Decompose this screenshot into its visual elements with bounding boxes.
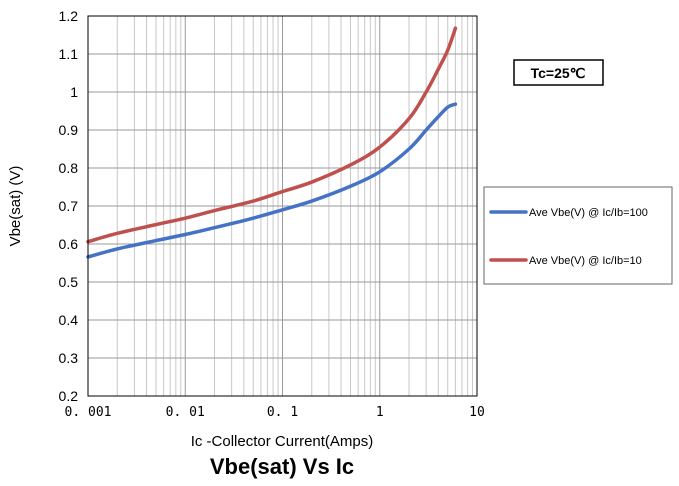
legend-label-series-1: Ave Vbe(V) @ Ic/Ib=100 [529,207,648,219]
x-tick-label: 0. 01 [166,405,205,420]
y-tick-label: 0.7 [59,198,79,214]
x-axis-label: Ic -Collector Current(Amps) [191,433,374,450]
y-tick-label: 0.9 [59,122,79,138]
x-tick-label: 0. 001 [65,405,112,420]
legend: Ave Vbe(V) @ Ic/Ib=100 Ave Vbe(V) @ Ic/I… [483,186,673,285]
series-lines [86,26,458,259]
y-tick-label: 0.4 [59,312,79,328]
annotation-box: Tc=25℃ [513,59,604,86]
y-tick-label: 1 [70,84,78,100]
y-tick-label: 0.8 [59,160,79,176]
y-tick-label: 1.1 [59,46,79,62]
y-axis-label: Vbe(sat) (V) [7,166,24,247]
x-tick-label: 10 [469,405,485,420]
grid [87,15,477,397]
annotation-text: Tc=25℃ [531,65,586,81]
y-tick-label: 0.2 [59,388,79,404]
x-tick-label: 0. 1 [267,405,298,420]
chart-title: Vbe(sat) Vs Ic [210,454,354,479]
y-tick-label: 0.6 [59,236,79,252]
y-tick-label: 0.5 [59,274,79,290]
series-line-2 [86,26,458,244]
x-tick-label: 1 [376,405,384,420]
series-line-1 [86,102,458,259]
legend-label-series-2: Ave Vbe(V) @ Ic/Ib=10 [529,255,642,267]
y-tick-labels: 0.2 0.3 0.4 0.5 0.6 0.7 0.8 0.9 1 1.1 1.2 [59,8,79,404]
x-tick-labels: 0. 001 0. 01 0. 1 1 10 [65,405,485,420]
plot-border [87,15,478,397]
y-tick-label: 0.3 [59,350,79,366]
y-tick-label: 1.2 [59,8,79,24]
legend-box [483,186,673,285]
